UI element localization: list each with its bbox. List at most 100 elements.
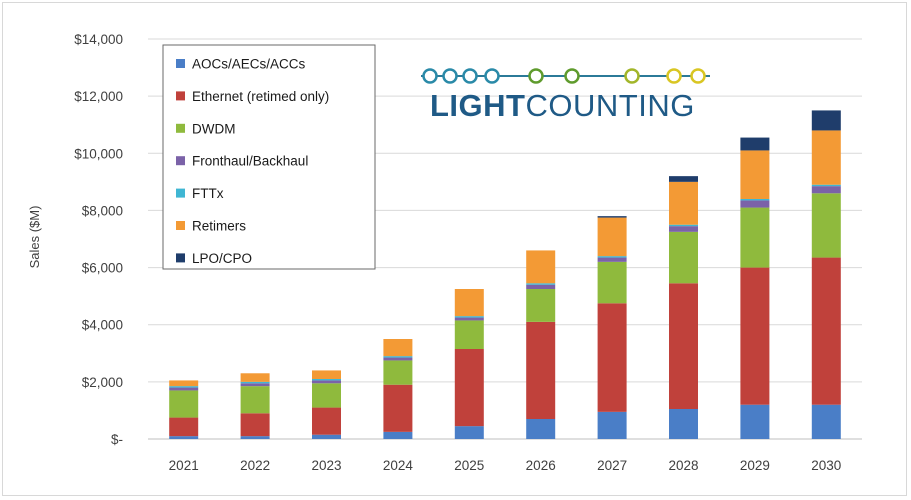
logo-circle <box>564 68 580 84</box>
bar-segment <box>597 261 627 304</box>
bar-segment <box>454 349 484 427</box>
x-tick-label: 2029 <box>740 458 770 473</box>
legend-box <box>162 44 376 270</box>
bar-segment <box>240 413 270 437</box>
bar-segment <box>312 434 341 439</box>
bar-segment <box>383 360 413 385</box>
legend-swatch <box>176 221 185 230</box>
bar-segment <box>669 226 698 232</box>
bar-segment <box>526 289 556 322</box>
bar-segment <box>169 387 199 391</box>
bar-segment <box>169 386 199 388</box>
bar-segment <box>811 193 841 258</box>
bar-segment <box>454 317 484 321</box>
bar-segment <box>811 257 841 405</box>
bar-segment <box>526 419 556 439</box>
x-tick-label: 2030 <box>811 458 841 473</box>
bar-segment <box>383 431 413 439</box>
bar-segment <box>169 417 199 437</box>
bar-segment <box>669 181 698 225</box>
bar-segment <box>454 289 484 317</box>
bar-segment <box>597 411 627 439</box>
bar-segment <box>740 404 770 439</box>
bar-segment <box>811 186 841 194</box>
bar-stack-2030 <box>811 110 841 439</box>
bar-segment <box>383 357 413 361</box>
legend-swatch <box>176 123 185 133</box>
bar-segment <box>669 283 698 409</box>
bar-stack-2025 <box>454 289 484 439</box>
logo-circle <box>528 68 544 84</box>
bar-segment <box>740 267 770 405</box>
bar-segment <box>526 250 556 284</box>
y-tick-label: $- <box>111 432 123 447</box>
bar-segment <box>811 184 841 187</box>
y-tick-label: $10,000 <box>74 146 123 161</box>
bar-segment <box>240 373 270 382</box>
legend-label: Fronthaul/Backhaul <box>192 154 308 169</box>
bar-segment <box>740 150 770 199</box>
bar-segment <box>597 216 627 218</box>
bar-segment <box>169 390 199 418</box>
bars <box>169 110 841 439</box>
legend-swatch <box>176 156 185 166</box>
bar-stack-2022 <box>240 373 270 439</box>
bar-segment <box>597 303 627 412</box>
logo-text-regular: COUNTING <box>526 88 695 123</box>
bar-segment <box>312 380 341 384</box>
bar-segment <box>669 231 698 284</box>
legend: AOCs/AECs/ACCs Ethernet (retimed only) DWD… <box>162 44 376 270</box>
x-axis: 2021 2022 2023 2024 2025 2026 2027 2028 2029 2030 <box>169 458 842 473</box>
bar-segment <box>454 320 484 349</box>
y-tick-label: $2,000 <box>82 375 123 390</box>
logo-circle <box>624 68 640 84</box>
logo-circle <box>462 68 478 84</box>
bar-segment <box>811 130 841 185</box>
legend-label: LPO/CPO <box>192 251 252 266</box>
legend-label: DWDM <box>192 121 236 136</box>
y-axis-label: Sales ($M) <box>27 206 42 269</box>
bar-segment <box>240 383 270 387</box>
bar-segment <box>669 176 698 182</box>
y-tick-label: $12,000 <box>74 89 123 104</box>
lightcounting-logo: LIGHTCOUNTING <box>421 68 710 123</box>
logo-circle <box>484 68 500 84</box>
bar-segment <box>526 283 556 285</box>
logo-circle <box>690 68 706 84</box>
bar-segment <box>454 316 484 318</box>
x-tick-label: 2026 <box>526 458 556 473</box>
legend-swatch <box>176 188 185 198</box>
logo-circles <box>422 68 706 84</box>
logo-circle <box>422 68 438 84</box>
x-tick-label: 2028 <box>668 458 698 473</box>
bar-segment <box>526 284 556 289</box>
bar-segment <box>312 383 341 408</box>
logo-circle <box>442 68 458 84</box>
legend-label: Ethernet (retimed only) <box>192 89 329 104</box>
bar-segment <box>383 384 413 432</box>
bar-segment <box>740 199 770 201</box>
x-tick-label: 2024 <box>383 458 414 473</box>
bar-segment <box>740 137 770 151</box>
legend-label: FTTx <box>192 186 224 201</box>
bar-segment <box>597 217 627 257</box>
bar-segment <box>169 436 199 439</box>
bar-segment <box>240 386 270 414</box>
logo-wordmark: LIGHTCOUNTING <box>430 88 695 123</box>
bar-segment <box>740 200 770 208</box>
bar-stack-2023 <box>312 370 341 439</box>
bar-segment <box>669 409 698 439</box>
bar-segment <box>383 356 413 358</box>
legend-label: Retimers <box>192 219 246 234</box>
bar-segment <box>169 380 199 387</box>
y-tick-label: $14,000 <box>74 32 123 47</box>
bar-segment <box>454 426 484 439</box>
legend-swatch <box>176 91 185 101</box>
bar-stack-2029 <box>740 137 770 439</box>
y-tick-label: $6,000 <box>82 261 123 276</box>
bar-segment <box>240 381 270 384</box>
bar-segment <box>811 110 841 131</box>
legend-swatch <box>176 59 185 68</box>
bar-stack-2027 <box>597 216 627 439</box>
